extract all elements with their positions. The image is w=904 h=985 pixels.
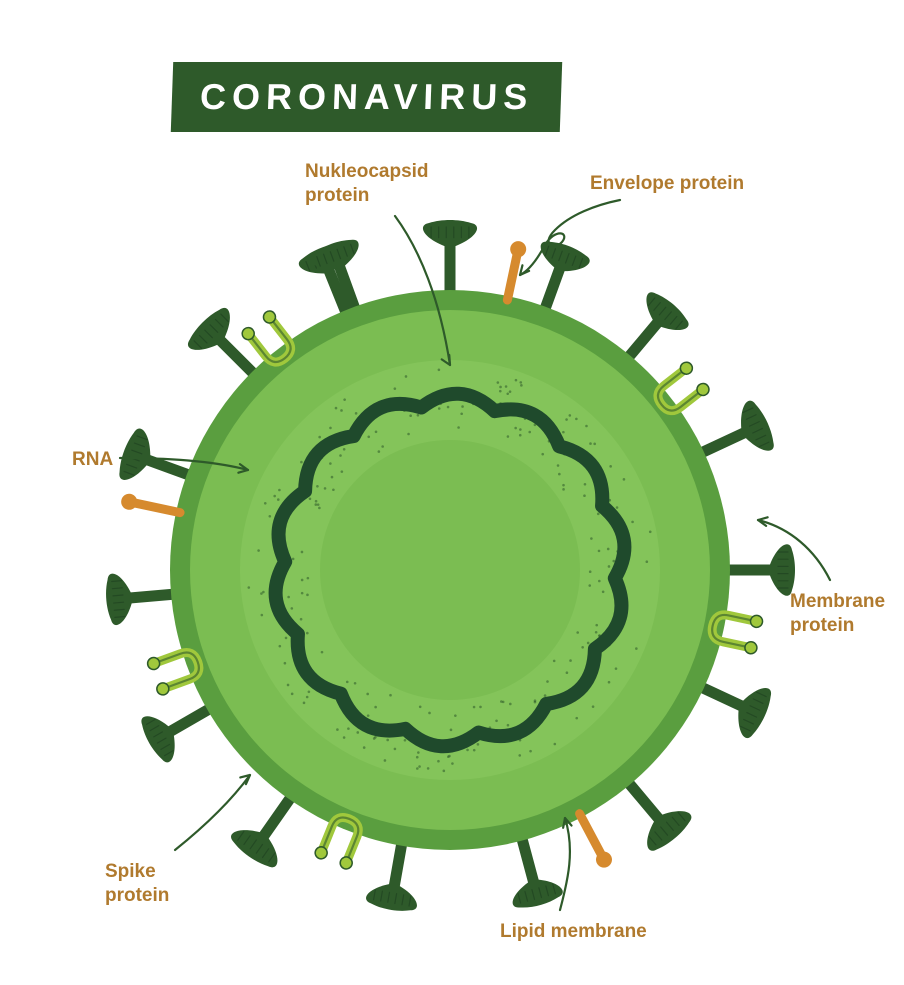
- label-spike: Spike protein: [105, 860, 169, 908]
- virus-diagram: Nukleocapsid protein Envelope protein RN…: [0, 150, 904, 980]
- title-text: CORONAVIRUS: [199, 76, 534, 117]
- title-banner: CORONAVIRUS: [171, 62, 563, 132]
- label-envelope: Envelope protein: [590, 172, 744, 196]
- label-lipid: Lipid membrane: [500, 920, 647, 944]
- label-membrane: Membrane protein: [790, 590, 885, 638]
- label-nucleocapsid: Nukleocapsid protein: [305, 160, 429, 208]
- label-rna: RNA: [72, 448, 113, 472]
